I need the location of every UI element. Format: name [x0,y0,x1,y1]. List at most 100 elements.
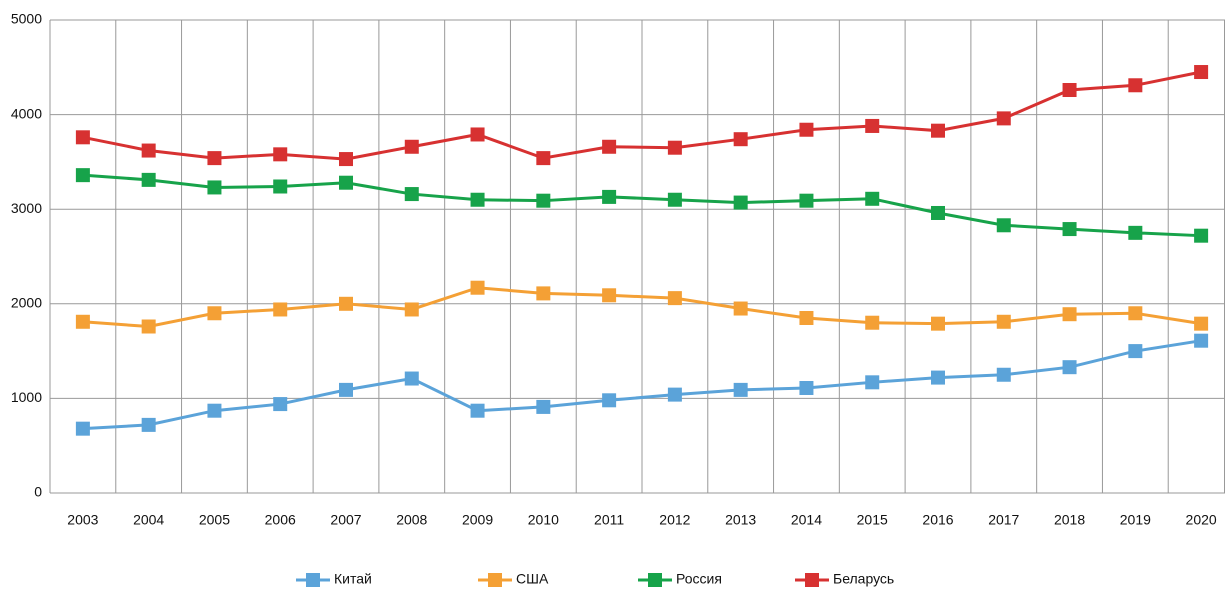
x-tick-label: 2011 [594,512,624,528]
point-marker [141,417,156,432]
point-marker [667,291,682,306]
point-marker [1128,306,1143,321]
x-tick-label: 2013 [725,512,756,528]
point-marker [536,151,551,166]
point-marker [404,302,419,317]
x-tick-label: 2004 [133,512,164,528]
point-marker [1062,83,1077,98]
point-marker [1062,360,1077,375]
point-marker [207,403,222,418]
point-marker [996,218,1011,233]
point-marker [865,118,880,133]
x-tick-label: 2019 [1120,512,1151,528]
x-tick-label: 2012 [659,512,690,528]
x-tick-label: 2005 [199,512,230,528]
series-line [82,286,1202,329]
point-marker [470,192,485,207]
point-marker [799,310,814,325]
point-marker [75,314,90,329]
point-marker [799,380,814,395]
point-marker [733,382,748,397]
x-tick-label: 2006 [265,512,296,528]
x-tick-label: 2003 [67,512,98,528]
y-tick-label: 0 [34,484,42,500]
x-tick-label: 2009 [462,512,493,528]
point-marker [75,421,90,436]
point-marker [931,205,945,220]
point-marker [931,370,945,385]
point-marker [207,151,222,166]
point-marker [207,180,222,195]
x-tick-label: 2007 [330,512,361,528]
point-marker [75,130,90,145]
point-marker [931,123,945,138]
point-marker [141,319,156,334]
point-marker [470,127,485,142]
y-tick-label: 4000 [11,105,42,121]
point-marker [996,314,1011,329]
x-tick-label: 2008 [396,512,427,528]
point-marker [865,315,880,330]
point-marker [536,399,551,414]
point-marker [470,280,485,295]
legend-marker [488,573,502,587]
point-marker [799,122,814,137]
point-marker [602,288,617,303]
legend-marker [805,573,819,587]
point-marker [1194,316,1209,331]
point-marker [339,175,353,190]
point-marker [602,189,617,204]
point-marker [733,132,748,147]
legend-marker [306,573,320,587]
point-marker [141,143,156,158]
series-line [82,339,1202,431]
point-marker [207,306,222,321]
legend-marker [648,573,662,587]
point-marker [602,139,617,154]
point-marker [339,382,353,397]
x-tick-label: 2015 [857,512,888,528]
legend-label: США [516,571,549,587]
point-marker [799,193,814,208]
x-tick-label: 2016 [922,512,953,528]
point-marker [1194,333,1209,348]
point-marker [470,403,485,418]
x-tick-label: 2017 [988,512,1019,528]
point-marker [404,371,419,386]
point-marker [339,152,353,167]
point-marker [733,195,748,210]
point-marker [1128,344,1143,359]
y-tick-label: 2000 [11,295,42,311]
point-marker [1062,222,1077,237]
point-marker [141,172,156,187]
point-marker [75,168,90,183]
y-tick-label: 3000 [11,200,42,216]
x-tick-label: 2020 [1186,512,1217,528]
point-marker [667,192,682,207]
point-marker [273,147,288,162]
legend-label: Китай [334,571,372,587]
point-marker [996,367,1011,382]
point-marker [404,139,419,154]
point-marker [733,301,748,316]
x-tick-label: 2014 [791,512,822,528]
point-marker [667,140,682,155]
point-marker [1194,65,1209,80]
point-marker [536,193,551,208]
point-marker [1128,225,1143,240]
series-line [82,70,1202,161]
point-marker [602,393,617,408]
point-marker [996,111,1011,126]
y-tick-label: 5000 [11,11,42,27]
legend-label: Россия [676,571,722,587]
series-line [82,173,1202,238]
point-marker [339,296,353,311]
point-marker [865,191,880,206]
point-marker [1128,78,1143,93]
point-marker [273,179,288,194]
point-marker [273,397,288,412]
point-marker [667,387,682,402]
legend-label: Беларусь [833,571,894,587]
x-tick-label: 2010 [528,512,559,528]
